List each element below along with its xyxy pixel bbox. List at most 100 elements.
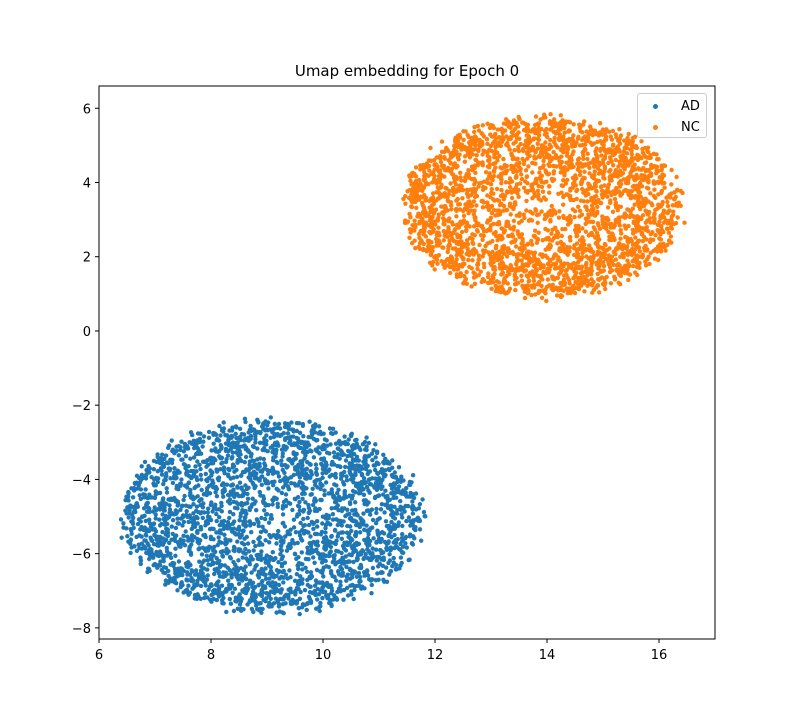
- point-nc: [484, 137, 490, 142]
- point-nc: [558, 285, 563, 290]
- point-ad: [370, 525, 375, 530]
- point-ad: [135, 486, 140, 491]
- point-ad: [329, 490, 335, 495]
- point-nc: [565, 261, 570, 266]
- point-nc: [524, 174, 529, 180]
- point-ad: [224, 546, 229, 552]
- point-nc: [577, 208, 583, 213]
- point-ad: [253, 440, 258, 445]
- point-nc: [602, 164, 608, 169]
- point-ad: [400, 544, 406, 549]
- point-ad: [199, 564, 204, 569]
- point-ad: [264, 591, 269, 596]
- point-ad: [294, 428, 300, 434]
- point-ad: [358, 464, 363, 469]
- point-ad: [281, 499, 287, 505]
- point-ad: [318, 532, 324, 537]
- point-nc: [521, 185, 527, 190]
- point-ad: [168, 476, 173, 481]
- point-ad: [319, 497, 324, 503]
- point-nc: [547, 259, 552, 264]
- point-ad: [333, 578, 339, 583]
- point-ad: [240, 469, 246, 475]
- point-ad: [329, 506, 334, 511]
- point-ad: [329, 585, 334, 591]
- point-nc: [499, 259, 504, 265]
- point-ad: [323, 525, 328, 531]
- point-ad: [179, 457, 184, 462]
- point-ad: [343, 554, 348, 559]
- point-ad: [287, 568, 292, 573]
- point-ad: [201, 533, 206, 538]
- point-ad: [139, 472, 144, 478]
- point-ad: [200, 444, 205, 449]
- point-ad: [349, 553, 354, 558]
- point-ad: [305, 545, 310, 550]
- point-ad: [231, 463, 237, 469]
- point-ad: [346, 437, 351, 442]
- point-ad: [281, 575, 286, 580]
- point-ad: [323, 460, 329, 465]
- point-ad: [367, 481, 372, 487]
- point-ad: [236, 549, 242, 554]
- point-ad: [340, 555, 345, 560]
- point-ad: [224, 551, 230, 556]
- point-ad: [230, 425, 235, 430]
- point-ad: [218, 433, 223, 438]
- point-ad: [293, 483, 298, 488]
- point-ad: [198, 574, 203, 580]
- point-ad: [203, 471, 208, 477]
- point-nc: [459, 229, 465, 235]
- point-ad: [323, 540, 328, 546]
- point-ad: [247, 459, 253, 464]
- point-nc: [435, 164, 440, 169]
- point-nc: [545, 277, 551, 282]
- point-ad: [358, 574, 363, 580]
- point-nc: [519, 176, 525, 182]
- point-nc: [531, 263, 536, 269]
- point-ad: [331, 450, 337, 455]
- point-nc: [491, 173, 497, 179]
- point-nc: [488, 228, 493, 233]
- point-ad: [199, 477, 204, 482]
- point-ad: [175, 516, 180, 521]
- point-nc: [549, 213, 554, 218]
- point-ad: [369, 582, 374, 588]
- point-ad: [166, 497, 171, 502]
- point-ad: [219, 446, 224, 451]
- point-ad: [227, 428, 232, 433]
- point-ad: [243, 546, 248, 552]
- point-ad: [211, 432, 216, 437]
- point-ad: [198, 472, 203, 478]
- point-ad: [320, 471, 325, 476]
- point-ad: [142, 544, 147, 549]
- point-ad: [349, 453, 354, 459]
- point-nc: [607, 129, 612, 134]
- point-ad: [273, 449, 279, 455]
- point-ad: [214, 530, 219, 535]
- point-ad: [251, 539, 256, 545]
- point-ad: [342, 492, 347, 498]
- point-ad: [274, 535, 279, 541]
- point-ad: [264, 553, 269, 558]
- point-ad: [263, 576, 269, 581]
- point-ad: [137, 533, 142, 538]
- point-nc: [602, 241, 608, 247]
- point-ad: [371, 448, 376, 453]
- point-nc: [435, 261, 440, 266]
- point-ad: [143, 487, 148, 492]
- point-nc: [548, 283, 553, 288]
- point-nc: [582, 142, 588, 147]
- point-ad: [356, 523, 361, 528]
- point-nc: [512, 148, 517, 153]
- point-ad: [233, 431, 238, 436]
- point-ad: [204, 553, 209, 558]
- point-ad: [221, 494, 226, 499]
- point-nc: [504, 254, 510, 259]
- point-ad: [335, 491, 340, 496]
- point-ad: [329, 487, 334, 492]
- point-nc: [449, 203, 454, 208]
- point-ad: [191, 438, 196, 443]
- point-ad: [162, 478, 167, 483]
- point-ad: [320, 463, 325, 468]
